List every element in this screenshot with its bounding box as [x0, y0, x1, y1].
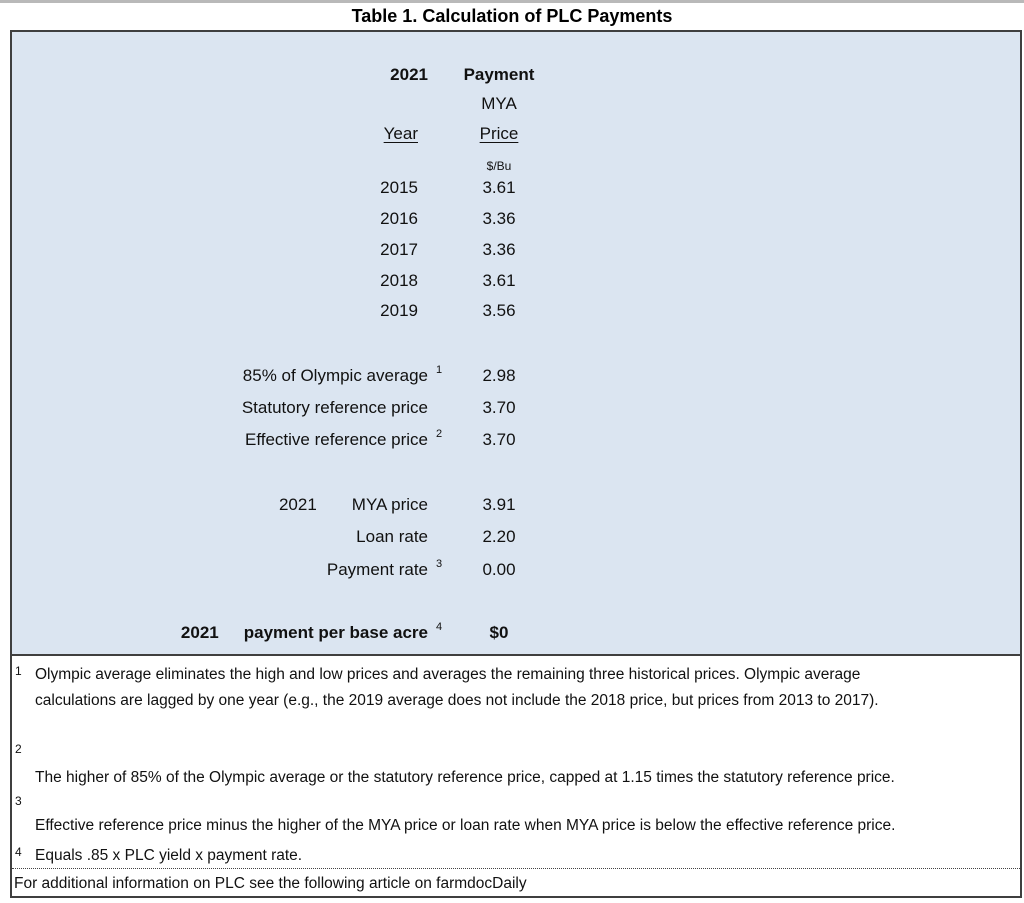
- plc-table: 2021 Payment MYA Year Price $/Bu 2015: [10, 30, 1022, 898]
- calculation-panel: 2021 Payment MYA Year Price $/Bu 2015: [12, 32, 1020, 656]
- current-row: Loan rate 2.20: [12, 524, 1020, 550]
- unit-row: $/Bu: [12, 153, 1020, 179]
- dotted-divider: [12, 868, 1020, 869]
- header-row-2: MYA: [12, 91, 1020, 117]
- current-row: Payment rate 3 0.00: [12, 557, 1020, 583]
- header-payment: Payment: [463, 65, 535, 84]
- history-price: 3.36: [482, 240, 516, 259]
- current-label: Loan rate: [356, 527, 428, 546]
- summary-value: 3.70: [482, 430, 516, 449]
- total-year: 2021: [180, 623, 219, 642]
- summary-row: Effective reference price 2 3.70: [12, 427, 1020, 453]
- total-row: 2021 payment per base acre 4 $0: [12, 620, 1020, 646]
- table-title: Table 1. Calculation of PLC Payments: [351, 6, 673, 26]
- history-year: 2017: [380, 240, 418, 259]
- footnote-ref: 3: [436, 558, 443, 570]
- summary-row: Statutory reference price 3.70: [12, 395, 1020, 421]
- history-year: 2016: [380, 209, 418, 228]
- history-price: 3.36: [482, 209, 516, 228]
- current-year: 2021: [278, 495, 317, 514]
- header-price-col: Price: [479, 124, 519, 143]
- footnote-number: 4: [15, 845, 22, 859]
- history-year: 2018: [380, 271, 418, 290]
- header-mya: MYA: [481, 94, 517, 113]
- current-label: Payment rate: [326, 560, 428, 579]
- footnote-number: 3: [15, 794, 22, 808]
- history-row: 2017 3.36: [12, 237, 1020, 263]
- total-label: payment per base acre: [243, 623, 428, 642]
- unit-label: $/Bu: [486, 159, 512, 173]
- summary-value: 3.70: [482, 398, 516, 417]
- footnote-text: The higher of 85% of the Olympic average…: [35, 769, 895, 786]
- header-year-col: Year: [383, 124, 418, 143]
- summary-label: Statutory reference price: [241, 398, 428, 417]
- summary-label: Effective reference price: [245, 430, 428, 449]
- current-value: 3.91: [482, 495, 516, 514]
- history-row: 2018 3.61: [12, 268, 1020, 294]
- total-value: $0: [489, 623, 509, 642]
- header-row-1: 2021 Payment: [12, 62, 1020, 88]
- history-price: 3.61: [482, 271, 516, 290]
- footnote-text: Olympic average eliminates the high and …: [35, 666, 879, 709]
- footnote-number: 1: [15, 664, 22, 678]
- history-row: 2019 3.56: [12, 298, 1020, 324]
- footnote-ref: 2: [436, 428, 443, 440]
- header-year-2021: 2021: [390, 65, 428, 84]
- history-price: 3.61: [482, 178, 516, 197]
- screen-top-edge: [0, 0, 1024, 3]
- footnote-ref: 1: [436, 364, 443, 376]
- footnote-number: 2: [15, 742, 22, 756]
- summary-label: 85% of Olympic average: [242, 366, 428, 385]
- history-row: 2016 3.36: [12, 206, 1020, 232]
- current-value: 2.20: [482, 527, 516, 546]
- footnote-text: Equals .85 x PLC yield x payment rate.: [35, 847, 303, 864]
- history-year: 2019: [380, 301, 418, 320]
- additional-info-text: For additional information on PLC see th…: [14, 875, 527, 892]
- footnote-text: Effective reference price minus the high…: [35, 817, 896, 834]
- history-row: 2015 3.61: [12, 175, 1020, 201]
- footnotes-section: 1 Olympic average eliminates the high an…: [12, 656, 1020, 894]
- history-price: 3.56: [482, 301, 516, 320]
- summary-value: 2.98: [482, 366, 516, 385]
- footnote-ref: 4: [436, 621, 443, 633]
- current-label: MYA price: [351, 495, 428, 514]
- summary-row: 85% of Olympic average 1 2.98: [12, 363, 1020, 389]
- current-value: 0.00: [482, 560, 516, 579]
- current-row: 2021 MYA price 3.91: [12, 492, 1020, 518]
- history-year: 2015: [380, 178, 418, 197]
- header-row-3: Year Price: [12, 121, 1020, 147]
